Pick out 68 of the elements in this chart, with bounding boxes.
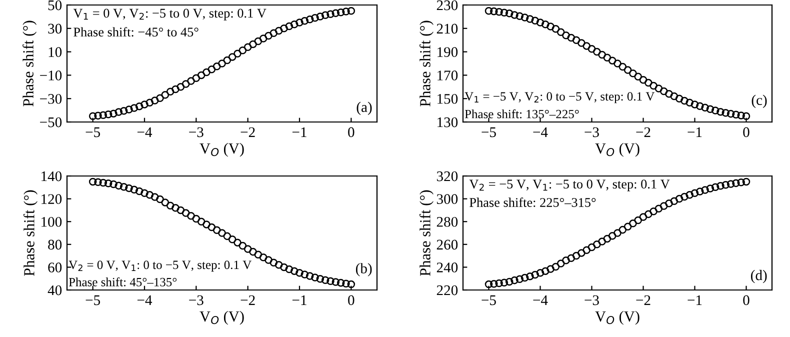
x-tick-label: −5 bbox=[86, 127, 100, 138]
y-axis-title: Phase shift (°) bbox=[419, 20, 434, 106]
x-tick-label: 0 bbox=[743, 295, 750, 306]
x-tick-label: −5 bbox=[86, 295, 100, 306]
x-axis-title: V$_{O}$ (V) bbox=[200, 310, 244, 325]
x-tick-label: −3 bbox=[189, 127, 204, 138]
y-tick-label: 130 bbox=[438, 117, 458, 128]
x-axis-title: V$_{O}$ (V) bbox=[595, 142, 640, 157]
x-tick-label: −4 bbox=[533, 127, 548, 137]
y-tick-label: 190 bbox=[438, 47, 458, 58]
x-tick-label: −3 bbox=[584, 127, 599, 138]
y-tick-label: 80 bbox=[48, 240, 62, 250]
annotation: Phase shift: −45° to 45° bbox=[74, 27, 198, 37]
x-tick-label: 0 bbox=[348, 295, 354, 306]
annotation: Phase shifte: 225°–315° bbox=[470, 198, 596, 208]
y-tick-label: 120 bbox=[42, 194, 62, 204]
x-axis-title: V$_{O}$ (V) bbox=[200, 142, 244, 157]
y-tick-label: −30 bbox=[40, 94, 62, 104]
y-tick-label: 300 bbox=[436, 194, 458, 204]
annotation: (d) bbox=[751, 270, 767, 284]
x-tick-label: −5 bbox=[482, 295, 496, 306]
y-tick-label: 280 bbox=[436, 216, 458, 227]
y-tick-label: 220 bbox=[436, 285, 458, 296]
y-tick-label: 40 bbox=[48, 285, 62, 296]
annotation: V$_{2}$ = 0 V, V$_{1}$: 0 to −5 V, step: 0.1 V bbox=[68, 260, 252, 272]
x-tick-label: 0 bbox=[743, 127, 750, 138]
annotation: Phase shift: 45°–135° bbox=[68, 277, 177, 286]
y-tick-label: −50 bbox=[40, 117, 62, 128]
annotation: (a) bbox=[356, 102, 372, 115]
y-tick-label: 320 bbox=[436, 171, 458, 182]
y-tick-label: 210 bbox=[436, 24, 458, 34]
x-tick-label: −4 bbox=[137, 127, 152, 137]
x-tick-label: −2 bbox=[240, 127, 255, 137]
y-tick-label: 60 bbox=[48, 262, 62, 272]
x-axis-title: V$_{O}$ (V) bbox=[595, 310, 640, 325]
x-tick-label: 0 bbox=[348, 127, 354, 138]
y-tick-label: 10 bbox=[48, 47, 62, 58]
annotation: V$_{2}$ = −5 V, V$_{1}$: −5 to 0 V, step: 0.1 V bbox=[469, 180, 670, 192]
y-axis-title: Phase shift (°) bbox=[23, 190, 38, 276]
x-tick-label: −4 bbox=[533, 295, 548, 305]
y-tick-label: 260 bbox=[436, 240, 458, 250]
annotation: V$_{1}$ = 0 V, V$_{2}$: −5 to 0 V, step: 0.1 V bbox=[73, 8, 266, 20]
y-tick-label: 100 bbox=[42, 216, 62, 227]
y-tick-label: −10 bbox=[40, 70, 62, 80]
y-tick-label: 30 bbox=[48, 24, 62, 34]
x-tick-label: −3 bbox=[584, 295, 599, 306]
y-tick-label: 230 bbox=[436, 0, 458, 10]
y-tick-label: 150 bbox=[438, 94, 458, 104]
y-axis-title: Phase shift (°) bbox=[419, 190, 434, 276]
annotation: (b) bbox=[356, 263, 372, 276]
y-axis-title: Phase shift (°) bbox=[22, 20, 37, 106]
y-tick-label: 140 bbox=[42, 171, 62, 182]
annotation: V$_{1}$ = −5 V, V$_{2}$: 0 to −5 V, step: 0.1 V bbox=[464, 92, 655, 104]
x-tick-label: −1 bbox=[292, 295, 306, 305]
x-tick-label: −1 bbox=[688, 295, 702, 305]
x-tick-label: −2 bbox=[636, 295, 650, 305]
x-tick-label: −2 bbox=[240, 295, 255, 305]
y-tick-label: 240 bbox=[436, 262, 458, 272]
y-tick-label: 170 bbox=[438, 70, 458, 80]
annotation: Phase shift: 135°–225° bbox=[464, 109, 579, 118]
x-tick-label: −4 bbox=[137, 295, 152, 305]
annotation: (c) bbox=[752, 94, 767, 108]
y-tick-label: 50 bbox=[48, 0, 62, 10]
x-tick-label: −1 bbox=[688, 127, 702, 137]
x-tick-label: −2 bbox=[636, 127, 650, 137]
x-tick-label: −3 bbox=[189, 295, 204, 306]
x-tick-label: −5 bbox=[482, 127, 496, 138]
x-tick-label: −1 bbox=[292, 127, 306, 137]
